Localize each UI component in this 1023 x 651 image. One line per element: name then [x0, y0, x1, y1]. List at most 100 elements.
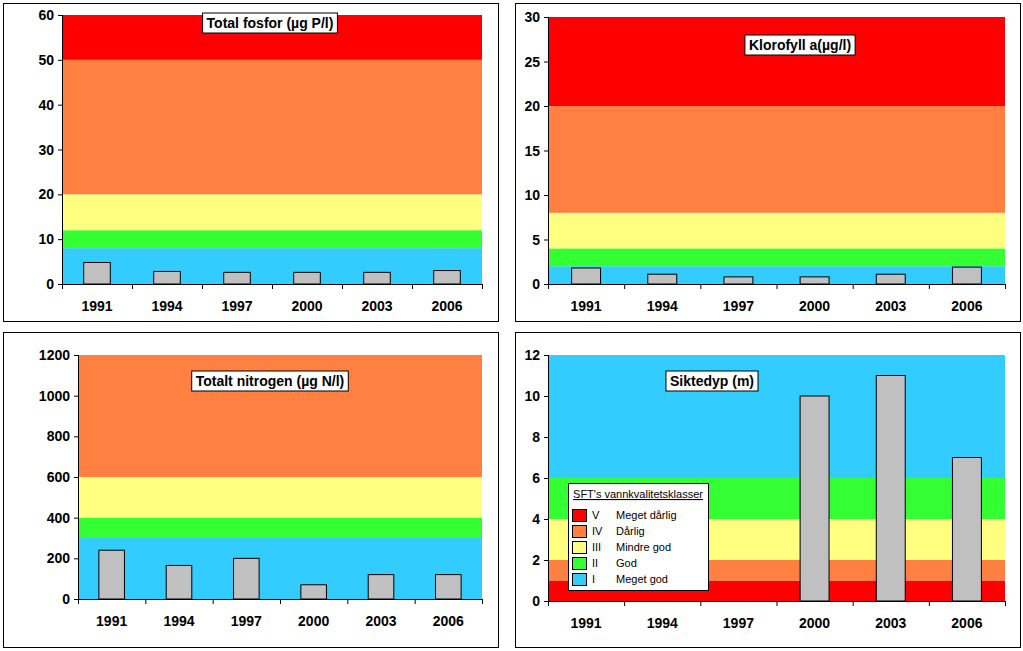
- y-tick: [544, 17, 548, 18]
- y-tick: [74, 558, 78, 559]
- panel: 051015202530199119941997200020032006Klor…: [516, 4, 1021, 322]
- x-tick: [272, 284, 273, 289]
- x-tick-label: 2000: [799, 298, 830, 314]
- panel-frame: [4, 333, 499, 648]
- y-tick-label: 200: [47, 550, 71, 566]
- title-background: [745, 35, 855, 55]
- class-band: [78, 538, 482, 599]
- x-tick: [482, 284, 483, 289]
- y-tick-label: 60: [38, 7, 54, 23]
- y-tick: [58, 284, 62, 285]
- legend-numeral: III: [592, 541, 601, 553]
- x-tick-label: 2006: [433, 613, 464, 629]
- y-tick-label: 1200: [39, 347, 70, 363]
- legend-box: [569, 484, 709, 591]
- plot-area: [548, 17, 1005, 284]
- panel-frame: [516, 4, 1021, 322]
- x-tick-label: 1994: [647, 615, 678, 631]
- y-tick: [58, 105, 62, 106]
- title-background: [666, 371, 758, 391]
- x-tick: [202, 284, 203, 289]
- x-tick-label: 1994: [647, 298, 678, 314]
- x-tick: [78, 599, 79, 604]
- y-tick-label: 0: [532, 593, 540, 609]
- panel: 0200400600800100012001991199419972000200…: [4, 333, 499, 648]
- legend-numeral: I: [592, 573, 595, 585]
- x-tick: [412, 284, 413, 289]
- y-axis: [78, 355, 79, 599]
- title-box: Siktedyp (m): [666, 371, 758, 391]
- y-tick: [544, 437, 548, 438]
- figure: 0102030405060199119941997200020032006Tot…: [0, 0, 1023, 651]
- y-tick-label: 15: [524, 143, 540, 159]
- x-tick-label: 2003: [875, 615, 906, 631]
- class-band: [548, 266, 1005, 284]
- class-band: [548, 213, 1005, 249]
- class-band: [62, 60, 482, 195]
- x-tick-label: 1994: [151, 298, 182, 314]
- y-tick: [544, 195, 548, 196]
- bar: [224, 272, 251, 284]
- bar: [84, 262, 111, 284]
- panel: 0102030405060199119941997200020032006Tot…: [4, 4, 499, 322]
- class-band: [62, 248, 482, 284]
- y-tick-label: 0: [532, 276, 540, 292]
- chart-title: Totalt nitrogen (µg N/l): [196, 373, 345, 389]
- x-tick-label: 2000: [799, 615, 830, 631]
- legend-label: Meget dårlig: [616, 509, 677, 521]
- legend-swatch: [573, 526, 587, 538]
- legend-numeral: II: [592, 557, 598, 569]
- legend-label: Meget god: [616, 573, 668, 585]
- y-tick-label: 4: [532, 511, 540, 527]
- x-tick-label: 2003: [875, 298, 906, 314]
- x-tick-label: 1997: [723, 615, 754, 631]
- x-tick: [624, 601, 625, 606]
- class-band: [548, 106, 1005, 213]
- y-tick-label: 0: [62, 591, 70, 607]
- class-band: [548, 17, 1005, 106]
- y-tick-label: 12: [524, 347, 540, 363]
- x-tick-label: 2003: [361, 298, 392, 314]
- legend-swatch: [573, 574, 587, 586]
- class-band: [548, 355, 1005, 478]
- y-tick: [544, 519, 548, 520]
- x-tick-label: 1991: [81, 298, 112, 314]
- x-tick: [548, 601, 549, 606]
- title-background: [192, 371, 349, 391]
- plot-area: [548, 355, 1005, 601]
- plot-area: [62, 15, 482, 284]
- y-tick: [74, 355, 78, 356]
- y-tick: [544, 601, 548, 602]
- legend-label: God: [616, 557, 637, 569]
- y-tick-label: 5: [532, 232, 540, 248]
- bar: [876, 376, 905, 602]
- plot-area: [78, 355, 482, 599]
- x-tick: [853, 601, 854, 606]
- legend-swatch: [573, 558, 587, 570]
- y-tick-label: 40: [38, 97, 54, 113]
- title-box: Total fosfor (µg P/l): [203, 13, 338, 33]
- x-tick: [700, 601, 701, 606]
- bar: [166, 565, 192, 599]
- x-tick: [1005, 601, 1006, 606]
- legend-label: Mindre god: [616, 541, 671, 553]
- x-tick-label: 2006: [951, 298, 982, 314]
- x-tick: [624, 284, 625, 289]
- y-tick: [544, 355, 548, 356]
- x-tick: [548, 284, 549, 289]
- x-tick: [929, 601, 930, 606]
- bar: [434, 271, 461, 284]
- y-tick-label: 400: [47, 510, 71, 526]
- legend-label: Dårlig: [616, 525, 645, 537]
- x-tick-label: 1997: [231, 613, 262, 629]
- y-tick-label: 2: [532, 552, 540, 568]
- y-tick: [58, 194, 62, 195]
- x-tick: [853, 284, 854, 289]
- y-tick-label: 30: [38, 142, 54, 158]
- title-box: Totalt nitrogen (µg N/l): [192, 371, 349, 391]
- y-tick: [544, 62, 548, 63]
- bar: [234, 558, 260, 599]
- x-tick: [342, 284, 343, 289]
- bar: [436, 575, 462, 599]
- y-tick: [74, 599, 78, 600]
